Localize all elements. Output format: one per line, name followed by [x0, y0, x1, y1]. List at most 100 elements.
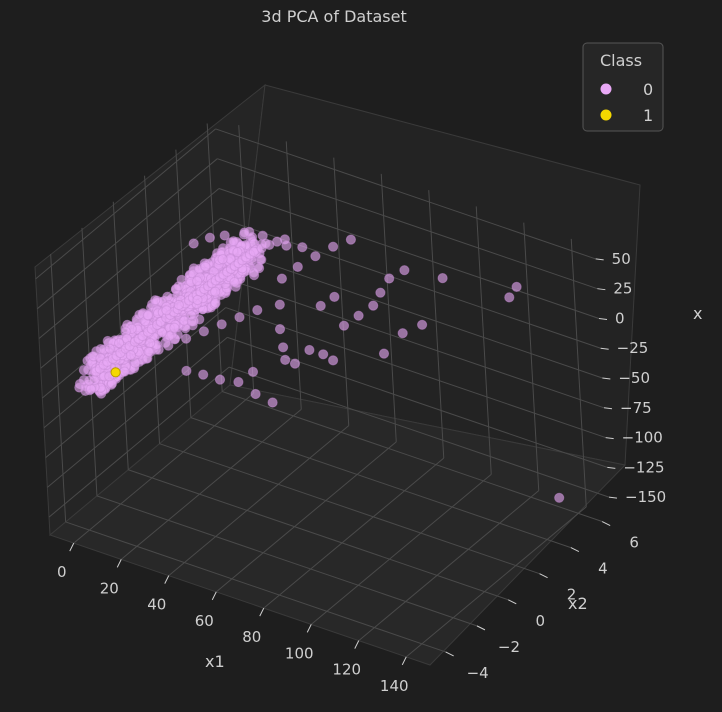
z-tick-label: −50 [618, 369, 650, 387]
point-class-0 [232, 247, 243, 258]
y-gridline-floor [222, 391, 603, 522]
point-class-0 [169, 322, 180, 333]
z-tick-mark [597, 288, 606, 291]
chart-title: 3d PCA of Dataset [261, 7, 406, 26]
point-class-0 [198, 369, 209, 380]
point-class-0 [233, 376, 244, 388]
x-gridline-back [333, 157, 350, 426]
y-tick-mark [570, 547, 580, 553]
y-tick-mark [508, 599, 517, 605]
legend-box [582, 42, 664, 132]
point-class-0 [150, 295, 161, 306]
point-class-0 [119, 366, 130, 377]
point-class-0 [247, 366, 259, 377]
point-class-0 [278, 342, 289, 353]
point-class-0 [198, 326, 209, 337]
y-axis-label: x2 [568, 594, 588, 613]
y-gridline-floor [96, 495, 478, 627]
z-gridline-left [48, 366, 230, 518]
point-class-0 [274, 324, 286, 335]
point-class-0 [239, 227, 250, 238]
point-class-0 [345, 234, 356, 245]
point-class-0 [289, 358, 301, 369]
z-tick-label: −125 [623, 458, 664, 476]
z-gridline-right [223, 277, 605, 409]
point-class-0 [163, 340, 174, 351]
z-gridline-right [228, 366, 610, 498]
point-class-0 [310, 251, 321, 262]
point-class-0 [252, 305, 263, 316]
y-tick-label: −4 [467, 664, 489, 682]
y-tick-label: 0 [535, 612, 545, 630]
grid-lines [35, 123, 610, 658]
x-tick-mark [116, 559, 122, 568]
z-tick-label: −75 [620, 399, 652, 417]
x-gridline-back [475, 206, 492, 475]
point-class-0 [156, 327, 168, 338]
point-class-0 [229, 277, 240, 288]
x-tick-label: 140 [380, 677, 409, 695]
point-class-0 [142, 310, 153, 321]
x-gridline-floor [358, 490, 540, 642]
point-class-0 [74, 382, 85, 393]
point-class-0 [274, 299, 285, 310]
y-tick-label: −2 [498, 638, 520, 656]
point-class-0 [214, 374, 226, 385]
x-tick-label: 80 [242, 628, 261, 646]
point-class-0 [329, 291, 340, 302]
point-class-0 [338, 320, 350, 331]
y-tick-label: 4 [598, 560, 608, 578]
x-tick-label: 120 [332, 661, 361, 679]
y-gridline-floor [190, 417, 572, 549]
point-class-0 [292, 261, 303, 272]
y-gridline-floor [65, 521, 446, 653]
point-class-0 [143, 346, 154, 357]
z-tick-label: 25 [613, 280, 632, 298]
y-tick-label: 2 [567, 586, 577, 604]
legend-marker-1 [600, 109, 612, 121]
z-tick-mark [607, 466, 616, 469]
point-class-0 [186, 310, 197, 321]
z-tick-mark [602, 377, 611, 380]
point-class-0 [399, 265, 410, 276]
z-tick-label: 50 [612, 250, 631, 268]
y-tick-mark [476, 625, 486, 631]
z-gridline-left [47, 336, 228, 488]
point-class-0 [84, 375, 95, 386]
point-class-0 [173, 281, 184, 292]
x-gridline-back [570, 238, 587, 507]
x-tick-mark [211, 591, 217, 601]
point-class-0 [328, 241, 339, 252]
y-tick-mark [539, 573, 548, 579]
z-gridline-left [37, 158, 218, 310]
x-tick-label: 0 [57, 563, 67, 581]
point-class-0 [353, 310, 364, 321]
legend-marker-0 [600, 83, 612, 95]
legend-title: Class [600, 51, 642, 70]
point-class-0 [181, 365, 192, 376]
x-tick-mark [401, 656, 407, 666]
point-class-0 [368, 300, 379, 311]
point-class-0 [417, 319, 428, 330]
point-class-0 [304, 344, 315, 356]
point-class-0 [511, 281, 522, 292]
point-class-0 [256, 254, 267, 265]
x-gridline-back [380, 173, 397, 442]
x-gridline-floor [263, 457, 445, 609]
point-class-0 [328, 355, 339, 366]
z-gridline-right [217, 158, 598, 290]
z-gridline-right [227, 336, 608, 468]
point-class-0 [260, 238, 271, 249]
z-tick-mark [595, 258, 604, 261]
x-tick-mark [259, 607, 265, 617]
x-gridline-back [428, 190, 445, 459]
x-gridline-floor [215, 441, 397, 593]
x-tick-label: 100 [285, 644, 314, 662]
y-gridline-floor [128, 469, 509, 601]
point-class-0 [228, 236, 239, 247]
z-gridline-right [215, 128, 596, 260]
z-gridline-left [38, 188, 220, 339]
point-class-0 [267, 397, 278, 408]
z-gridline-left [35, 128, 216, 280]
point-class-0 [216, 319, 227, 330]
